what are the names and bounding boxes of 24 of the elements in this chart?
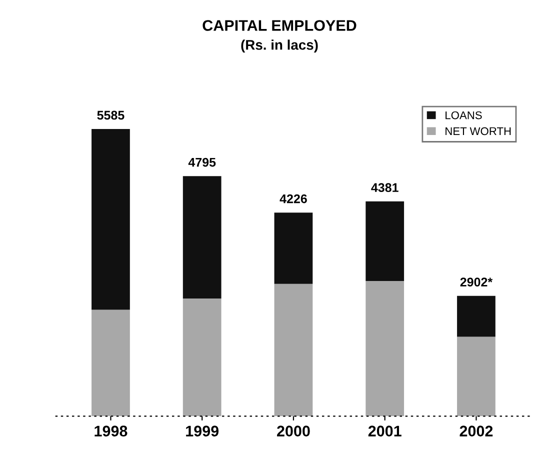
x-tick-label: 2002: [460, 426, 493, 436]
bar: [457, 336, 496, 416]
x-tick-label: 1998: [94, 426, 128, 436]
bar: [274, 212, 313, 284]
annotation: 5585: [97, 110, 124, 120]
bar: [457, 296, 496, 337]
bar: [92, 310, 130, 416]
bar: [92, 129, 130, 310]
bar: [274, 284, 313, 416]
annotation: 4381: [371, 183, 398, 192]
bar: [182, 298, 222, 416]
annotation: 2902*: [460, 278, 493, 286]
chart-subtitle: (Rs. in lacs): [241, 40, 318, 53]
bar: [182, 176, 222, 298]
annotation: 4226: [280, 194, 307, 204]
bar: [366, 201, 404, 281]
annotation: 4795: [188, 158, 216, 167]
x-tick-label: 2000: [277, 426, 310, 436]
legend-label: LOANS: [446, 111, 482, 120]
x-tick-label: 1999: [186, 426, 219, 436]
bar: [366, 280, 404, 416]
chart-title: CAPITAL EMPLOYED: [202, 20, 356, 31]
x-tick-label: 2001: [368, 426, 402, 436]
legend-label: NET WORTH: [446, 127, 511, 136]
